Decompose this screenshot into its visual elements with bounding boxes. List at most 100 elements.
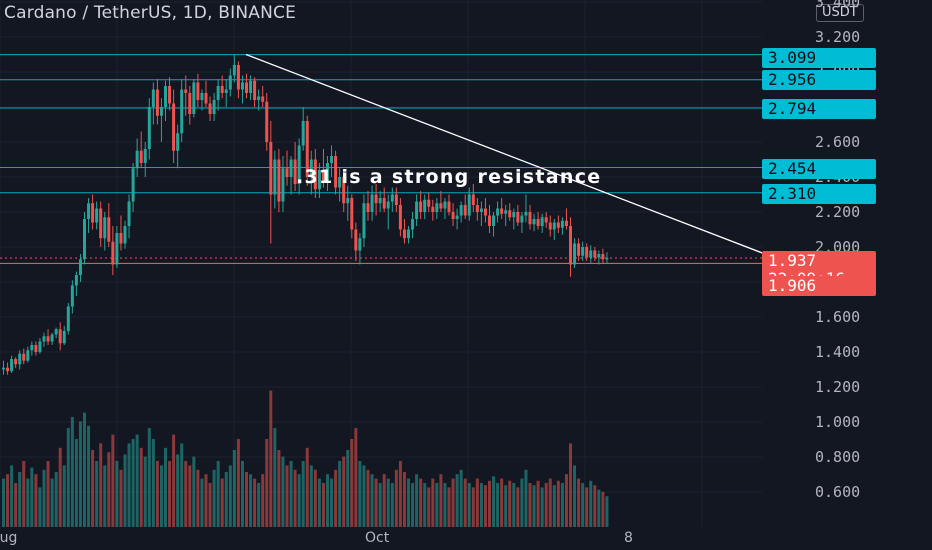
candle-body [370, 194, 374, 212]
volume-bar [431, 478, 435, 527]
volume-bar [605, 496, 609, 527]
volume-bar [326, 474, 329, 527]
candle-body [200, 93, 204, 100]
volume-bar [2, 478, 5, 527]
candle-body [196, 82, 200, 100]
volume-bar [346, 450, 350, 527]
volume-bar [87, 425, 91, 527]
volume-bar [386, 478, 390, 527]
candle-body [431, 206, 435, 212]
volume-bar [257, 483, 261, 527]
volume-bar [249, 474, 253, 527]
price-tick-label: 2.200 [815, 203, 861, 221]
volume-bar [38, 487, 42, 527]
volume-bar [168, 461, 172, 527]
candle-body [95, 208, 99, 223]
candle-body [447, 201, 451, 212]
volume-bar [520, 478, 524, 527]
volume-bar [439, 474, 443, 527]
candle-body [127, 201, 131, 226]
candle-body [277, 159, 281, 202]
candle-body [269, 142, 273, 195]
volume-bar [70, 417, 74, 527]
time-tick-label: Oct [365, 530, 390, 546]
price-tick-label: 3.200 [815, 28, 861, 46]
candlestick-series [2, 54, 609, 375]
candle-body [386, 201, 390, 209]
volume-bar [164, 447, 167, 527]
volume-bar [496, 483, 500, 527]
volume-bar [127, 443, 131, 527]
volume-bar [95, 461, 99, 527]
volume-bar [62, 465, 66, 527]
volume-bar [411, 483, 415, 527]
candle-body [91, 203, 95, 223]
volume-bar [528, 483, 532, 527]
candle-body [540, 217, 544, 226]
volume-bar [305, 447, 309, 527]
candle-body [131, 168, 135, 202]
candle-body [358, 238, 362, 251]
candle-body [99, 208, 103, 239]
volume-bar [415, 474, 419, 527]
volume-bar [208, 483, 212, 527]
volume-bar [180, 443, 184, 527]
candle-body [249, 80, 253, 93]
candle-body [560, 220, 564, 228]
volume-bar [18, 472, 22, 527]
candle-body [115, 233, 119, 265]
volume-bar [471, 487, 475, 527]
candle-body [451, 212, 455, 219]
candle-body [147, 107, 151, 149]
volume-bar [366, 469, 370, 527]
volume-bar [390, 483, 394, 527]
candle-body [228, 75, 232, 90]
candle-body [289, 159, 293, 177]
price-tick-label: 3.400 [815, 0, 861, 11]
volume-bar [593, 485, 597, 527]
candle-body [26, 350, 30, 361]
volume-bar [463, 478, 467, 527]
candle-body [439, 203, 443, 209]
volume-bar [66, 428, 70, 527]
candle-body [54, 329, 58, 335]
currency-selector[interactable]: USDT [816, 4, 864, 22]
candle-body [301, 121, 305, 146]
volume-bar [475, 478, 479, 527]
volume-bar [83, 412, 86, 527]
candle-body [455, 215, 459, 219]
candle-body [354, 229, 358, 251]
candle-body [589, 250, 593, 258]
candle-body [236, 65, 240, 90]
candle-body [390, 194, 394, 202]
candle-body [402, 229, 406, 239]
volume-bar [516, 487, 520, 527]
volume-bar [370, 474, 374, 527]
volume-bar [30, 467, 34, 527]
candle-body [407, 229, 410, 239]
volume-bar [597, 489, 601, 527]
volume-bars [2, 390, 609, 527]
candle-body [123, 226, 127, 244]
volume-bar [192, 456, 196, 527]
volume-bar [14, 483, 18, 527]
volume-bar [585, 487, 589, 527]
volume-bar [447, 487, 451, 527]
candle-body [216, 86, 220, 100]
candle-body [34, 345, 38, 352]
volume-bar [540, 487, 544, 527]
volume-bar [99, 443, 103, 527]
volume-bar [236, 439, 240, 527]
candle-body [479, 208, 483, 212]
candle-body [265, 101, 269, 142]
volume-bar [151, 439, 155, 527]
volume-bar [394, 469, 398, 527]
volume-bar [261, 474, 265, 527]
candle-body [585, 247, 589, 258]
candle-body [577, 243, 581, 256]
price-tick-label: 1.200 [815, 378, 861, 396]
volume-bar [135, 434, 139, 527]
volume-bar [589, 480, 593, 527]
price-level-tag: 2.794 [762, 99, 876, 119]
volume-bar [350, 439, 354, 527]
